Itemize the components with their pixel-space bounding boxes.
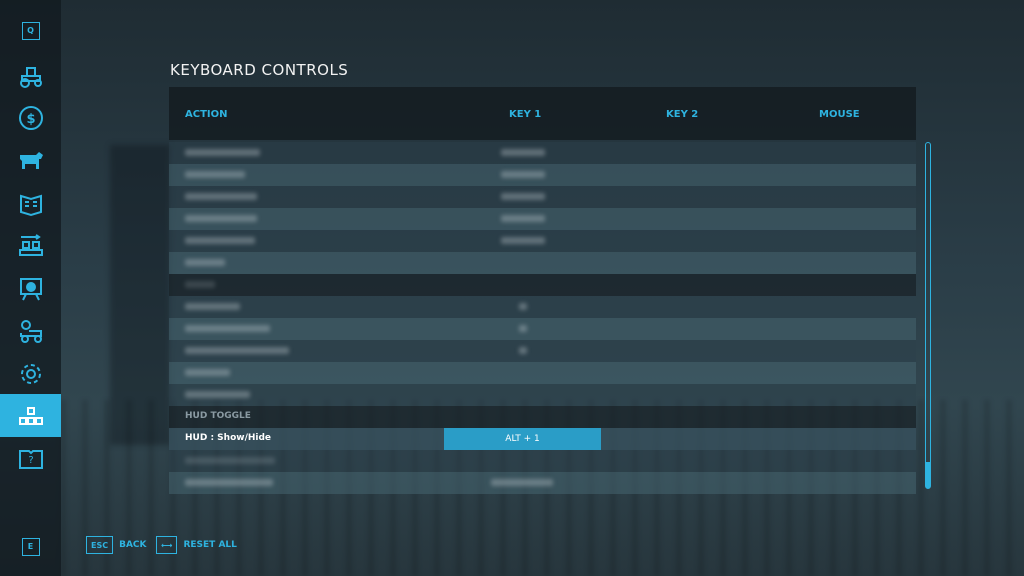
sidebar-item-vehicles[interactable] bbox=[0, 54, 61, 97]
reset-all-button[interactable]: ⟷ RESET ALL bbox=[156, 536, 237, 554]
reset-arrows-icon: ⟷ bbox=[156, 536, 178, 554]
column-mouse: MOUSE bbox=[819, 109, 860, 120]
sidebar-item-production[interactable] bbox=[0, 224, 61, 267]
cow-icon bbox=[19, 151, 43, 169]
vehicle-settings-icon bbox=[19, 319, 42, 343]
sidebar-item-controls[interactable] bbox=[0, 394, 61, 437]
sidebar-item-settings[interactable] bbox=[0, 352, 61, 395]
sidebar: Q $ ? E bbox=[0, 0, 61, 576]
svg-text:?: ? bbox=[28, 455, 33, 466]
controls-list: HUD TOGGLE HUD : Show/Hide ALT + 1 bbox=[169, 142, 916, 494]
help-icon: ? bbox=[18, 449, 43, 469]
tutorial-icon bbox=[19, 277, 42, 300]
production-icon bbox=[18, 233, 43, 256]
scrollbar-thumb[interactable] bbox=[926, 462, 930, 488]
gear-icon bbox=[20, 363, 41, 384]
sidebar-item-finances[interactable]: $ bbox=[0, 96, 61, 139]
column-key1: KEY 1 bbox=[509, 109, 542, 120]
sidebar-item-tutorial[interactable] bbox=[0, 267, 61, 310]
tractor-icon bbox=[19, 66, 42, 88]
table-row-hud-show-hide[interactable]: HUD : Show/Hide ALT + 1 bbox=[169, 428, 916, 450]
svg-text:$: $ bbox=[26, 112, 35, 127]
sidebar-item-vehicle-settings[interactable] bbox=[0, 309, 61, 352]
table-header: ACTION KEY 1 KEY 2 MOUSE bbox=[169, 87, 916, 140]
table-row[interactable] bbox=[169, 450, 916, 472]
action-label: HUD : Show/Hide bbox=[185, 433, 272, 443]
section-row bbox=[169, 274, 916, 296]
table-row[interactable] bbox=[169, 164, 916, 186]
sidebar-item-help[interactable]: ? bbox=[0, 437, 61, 480]
table-row[interactable] bbox=[169, 318, 916, 340]
sidebar-item-animals[interactable] bbox=[0, 139, 61, 182]
table-row[interactable] bbox=[169, 142, 916, 164]
sidebar-item-contracts[interactable] bbox=[0, 182, 61, 225]
back-button[interactable]: ESC BACK bbox=[86, 536, 147, 554]
next-tab-key[interactable]: E bbox=[0, 525, 61, 568]
table-row[interactable] bbox=[169, 208, 916, 230]
column-action: ACTION bbox=[185, 109, 228, 120]
key1-cell-selected[interactable]: ALT + 1 bbox=[444, 428, 601, 450]
dollar-icon: $ bbox=[18, 105, 43, 130]
controls-icon bbox=[18, 406, 43, 425]
table-row[interactable] bbox=[169, 362, 916, 384]
table-row[interactable] bbox=[169, 472, 916, 494]
contracts-icon bbox=[19, 194, 42, 216]
prev-tab-key[interactable]: Q bbox=[0, 9, 61, 52]
table-row[interactable] bbox=[169, 186, 916, 208]
table-row[interactable] bbox=[169, 384, 916, 406]
section-row-hud-toggle: HUD TOGGLE bbox=[169, 406, 916, 428]
scrollbar-track[interactable] bbox=[925, 142, 931, 489]
table-row[interactable] bbox=[169, 340, 916, 362]
table-row[interactable] bbox=[169, 296, 916, 318]
page-title: KEYBOARD CONTROLS bbox=[170, 61, 349, 79]
table-row[interactable] bbox=[169, 230, 916, 252]
column-key2: KEY 2 bbox=[666, 109, 699, 120]
table-row[interactable] bbox=[169, 252, 916, 274]
